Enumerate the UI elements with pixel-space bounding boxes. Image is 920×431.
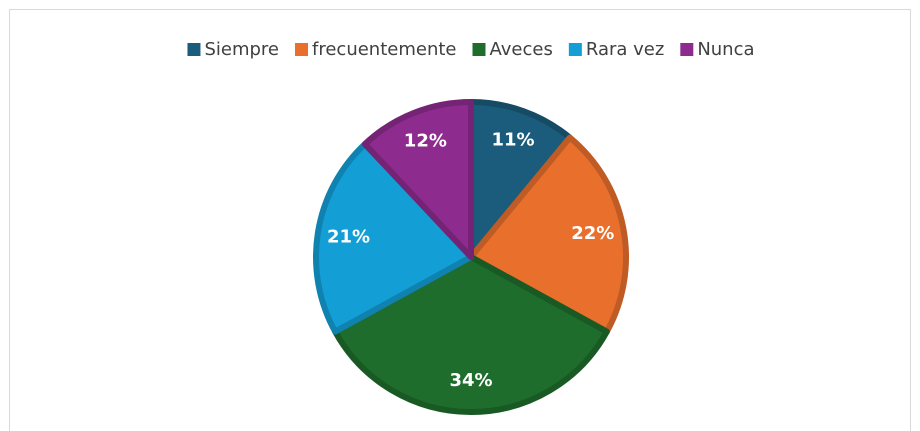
legend-label: frecuentemente <box>312 39 456 60</box>
pie-slice <box>313 141 474 335</box>
pie-slice <box>468 134 629 335</box>
legend-swatch <box>472 43 486 56</box>
legend-swatch <box>187 43 201 56</box>
pie-slice <box>468 99 573 260</box>
pie: 11% 22% 34% 21% 12% <box>313 99 629 415</box>
legend-label: Siempre <box>204 39 279 60</box>
legend-swatch <box>295 43 309 56</box>
data-label: 12% <box>404 131 447 152</box>
data-label: 22% <box>571 223 614 244</box>
legend-swatch <box>568 43 582 56</box>
data-label: 11% <box>491 129 534 150</box>
legend: Siempre frecuentemente Aveces Rara vez Nunca <box>187 39 755 60</box>
legend-swatch <box>680 43 694 56</box>
data-label: 34% <box>449 370 492 391</box>
legend-label: Aveces <box>490 39 553 60</box>
pie-slice <box>361 99 474 260</box>
data-label: 21% <box>327 227 370 248</box>
legend-label: Rara vez <box>586 39 664 60</box>
legend-label: Nunca <box>697 39 754 60</box>
